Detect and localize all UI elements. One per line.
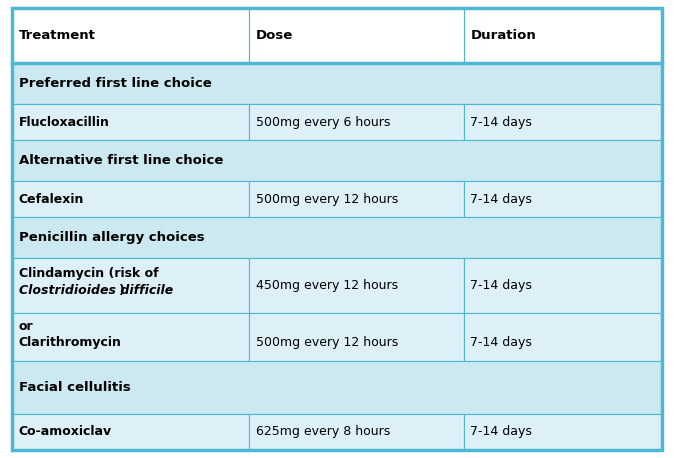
Bar (12, 104, 249, 140)
Bar (249, 8, 464, 64)
Bar (249, 181, 464, 217)
Bar (249, 414, 464, 450)
Bar (12, 313, 249, 361)
Bar (12, 140, 662, 181)
Text: Dose: Dose (256, 29, 293, 42)
Bar (12, 258, 249, 313)
Text: 500mg every 6 hours: 500mg every 6 hours (256, 116, 390, 129)
Bar (12, 217, 662, 258)
Text: Treatment: Treatment (19, 29, 96, 42)
Bar (464, 414, 662, 450)
Bar (12, 414, 249, 450)
Text: Clarithromycin: Clarithromycin (19, 337, 122, 349)
Text: 7-14 days: 7-14 days (470, 337, 532, 349)
Bar (464, 181, 662, 217)
Bar (12, 181, 249, 217)
Text: Preferred first line choice: Preferred first line choice (19, 77, 212, 90)
Bar (12, 8, 249, 64)
Text: Facial cellulitis: Facial cellulitis (19, 381, 131, 394)
Text: Cefalexin: Cefalexin (19, 192, 84, 206)
Bar (249, 104, 464, 140)
Text: 7-14 days: 7-14 days (470, 116, 532, 129)
Bar (464, 258, 662, 313)
Text: 625mg every 8 hours: 625mg every 8 hours (256, 425, 390, 438)
Text: Clostridioides difficile: Clostridioides difficile (19, 284, 173, 297)
Text: 500mg every 12 hours: 500mg every 12 hours (256, 192, 398, 206)
Text: 7-14 days: 7-14 days (470, 425, 532, 438)
Text: 450mg every 12 hours: 450mg every 12 hours (256, 279, 398, 292)
Bar (12, 64, 662, 104)
Text: Co-amoxiclav: Co-amoxiclav (19, 425, 112, 438)
Bar (249, 313, 464, 361)
Text: Alternative first line choice: Alternative first line choice (19, 154, 223, 167)
Bar (464, 313, 662, 361)
Text: 500mg every 12 hours: 500mg every 12 hours (256, 337, 398, 349)
Text: or: or (19, 320, 34, 333)
Text: ): ) (119, 284, 125, 297)
Text: 7-14 days: 7-14 days (470, 192, 532, 206)
Bar (464, 8, 662, 64)
Bar (464, 104, 662, 140)
Text: Penicillin allergy choices: Penicillin allergy choices (19, 231, 204, 244)
Text: Duration: Duration (470, 29, 537, 42)
Bar (249, 258, 464, 313)
Text: 7-14 days: 7-14 days (470, 279, 532, 292)
Bar (12, 361, 662, 414)
Text: Clindamycin (risk of: Clindamycin (risk of (19, 267, 158, 280)
Text: Flucloxacillin: Flucloxacillin (19, 116, 110, 129)
